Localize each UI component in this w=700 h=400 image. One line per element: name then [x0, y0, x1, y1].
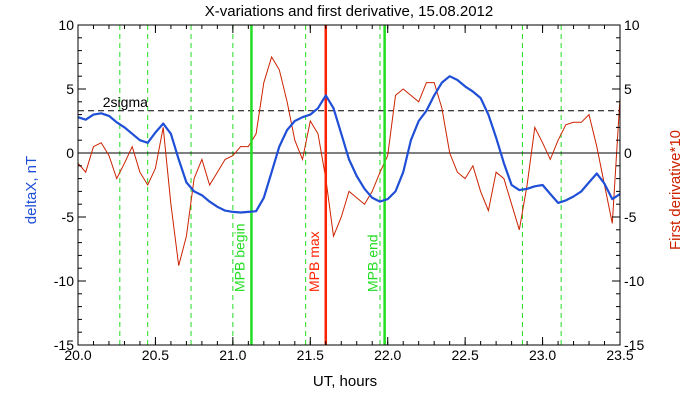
x-tick-label: 20.5 — [142, 347, 169, 363]
y2-tick-label: -15 — [624, 337, 644, 353]
x-tick-label: 21.5 — [297, 347, 324, 363]
y-axis-right-label: First derivative*10 — [667, 130, 684, 250]
event-label-mpb-end: MPB end — [365, 234, 381, 292]
y2-tick-label: -5 — [624, 209, 637, 225]
chart-title: X-variations and first derivative, 15.08… — [205, 3, 494, 20]
y-axis-left-label: deltaX, nT — [23, 156, 40, 224]
y-tick-label: -5 — [62, 209, 75, 225]
x-tick-label: 22.5 — [452, 347, 479, 363]
series-derivative-line — [78, 55, 620, 266]
y-tick-label: 0 — [66, 145, 74, 161]
plot-area: 2sigma — [78, 25, 620, 345]
plot-frame — [77, 24, 621, 346]
y-tick-label: 5 — [66, 81, 74, 97]
y-tick-label: -10 — [54, 273, 74, 289]
event-label-mpb-max: MPB max — [306, 231, 322, 292]
x-axis-label: UT, hours — [313, 373, 377, 390]
series-deltax-line — [78, 75, 620, 214]
event-label-mpb-begin: MPB begin — [231, 224, 247, 292]
axis-ticks: MPB begin MPB max MPB end 20.0 20.5 21.0 21.5 2… — [54, 17, 645, 363]
x-tick-label: 22.0 — [374, 347, 401, 363]
y2-tick-label: -10 — [624, 273, 644, 289]
y2-tick-label: 5 — [624, 81, 632, 97]
x-tick-label: 23.5 — [606, 347, 633, 363]
y-tick-label: 10 — [58, 17, 74, 33]
y2-tick-label: 10 — [624, 17, 640, 33]
sigma-label: 2sigma — [103, 94, 148, 110]
x-tick-label: 21.0 — [219, 347, 246, 363]
y2-tick-label: 0 — [624, 145, 632, 161]
x-tick-label: 20.0 — [64, 347, 91, 363]
y-tick-label: -15 — [54, 337, 74, 353]
x-tick-label: 23.0 — [529, 347, 556, 363]
